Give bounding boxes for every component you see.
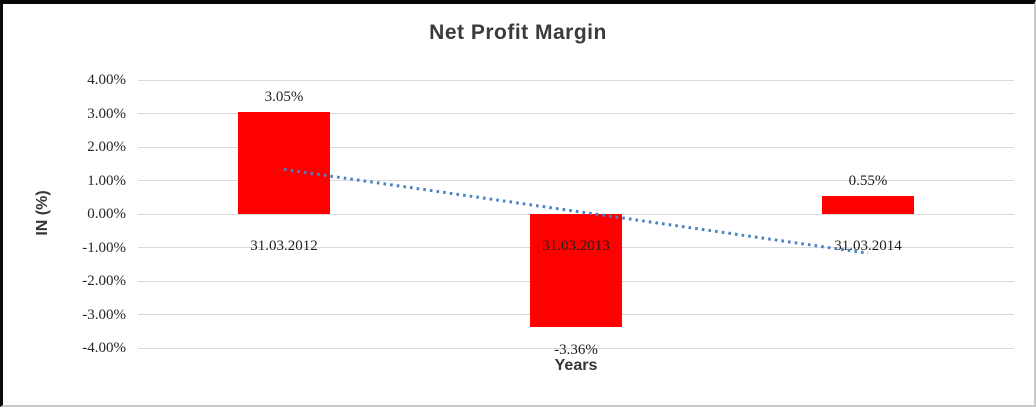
x-category-label: 31.03.2012 [250, 238, 318, 254]
y-tick-label: -1.00% [82, 239, 126, 256]
chart-title: Net Profit Margin [429, 21, 607, 44]
gridline [138, 146, 1014, 148]
y-tick-label: 1.00% [87, 172, 126, 189]
x-category-label: 31.03.2014 [834, 238, 902, 254]
y-tick-label: -4.00% [82, 340, 126, 356]
bar-value-label: 3.05% [264, 88, 304, 105]
bar [238, 111, 330, 214]
y-tick-label: 3.00% [87, 105, 126, 122]
bar-value-label: -3.36% [554, 341, 598, 358]
gridline [138, 113, 1014, 114]
y-tick-label: 0.00% [87, 206, 126, 222]
x-category-label: 31.03.2013 [542, 238, 610, 254]
y-tick-label: 2.00% [87, 139, 126, 155]
y-tick-label: -2.00% [82, 273, 126, 289]
x-axis-title: Years [554, 357, 598, 374]
y-tick-label: -3.00% [82, 306, 126, 323]
gridline [138, 347, 1014, 349]
bar [530, 214, 622, 327]
y-tick-label: 4.00% [87, 72, 126, 88]
gridline [138, 79, 1014, 81]
bar [822, 195, 914, 214]
bar-value-label: 0.55% [848, 172, 888, 189]
